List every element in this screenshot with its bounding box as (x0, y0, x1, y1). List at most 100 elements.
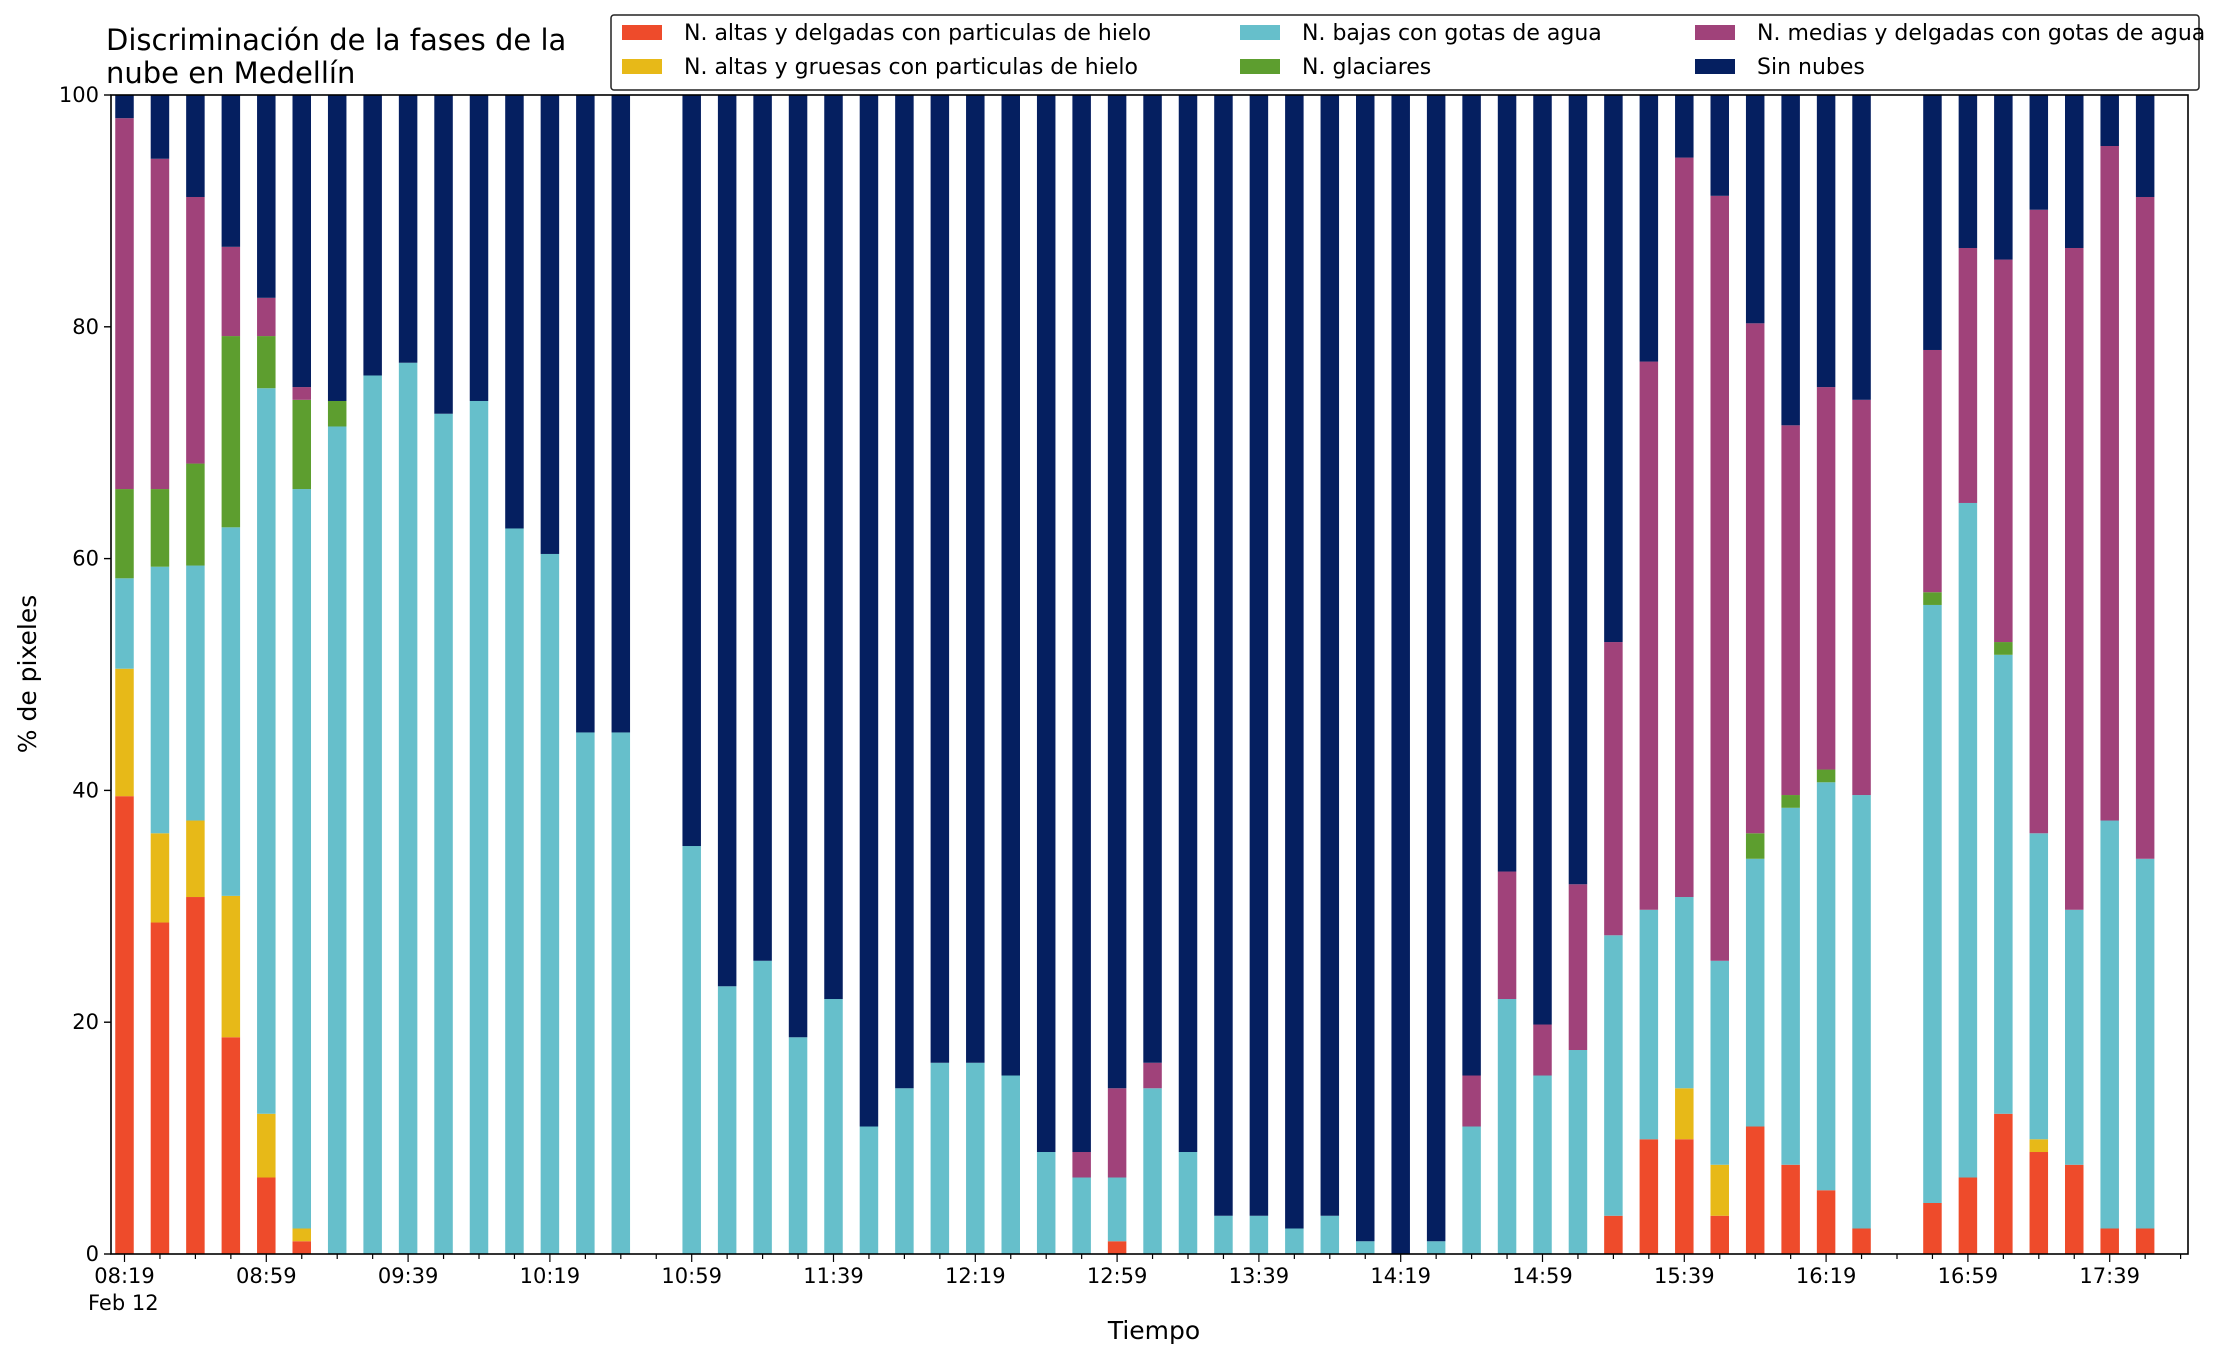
bar-segment-9-series-2 (434, 413, 453, 1255)
bar-segment-53-series-0 (1994, 1113, 2013, 1254)
x-tick-label: 08:19 (94, 1264, 155, 1288)
legend-frame (610, 14, 2200, 91)
bar-segment-5-series-5 (292, 95, 311, 388)
bar-segment-20-series-5 (824, 95, 843, 1000)
bar-segment-0-series-5 (115, 95, 134, 119)
bar-segment-5-series-0 (292, 1241, 311, 1254)
bar-segment-17-series-5 (717, 95, 737, 987)
bar-segment-26-series-2 (1036, 1152, 1056, 1254)
bar-segment-22-series-5 (895, 95, 914, 1089)
x-tick-label: 17:39 (2079, 1264, 2140, 1288)
bar-segment-30-series-5 (1178, 95, 1198, 1153)
bar-segment-16-series-5 (682, 95, 701, 847)
y-tick-label: 100 (59, 83, 99, 107)
bar-segment-8-series-5 (398, 95, 418, 363)
bar-segment-29-series-5 (1143, 95, 1162, 1063)
bar-segment-51-series-2 (1923, 604, 1942, 1203)
bar-segment-38-series-5 (1462, 95, 1481, 1076)
bar-segment-45-series-1 (1710, 1164, 1729, 1216)
x-tick-label: 16:59 (1938, 1264, 1999, 1288)
bar-segment-49-series-0 (1852, 1228, 1871, 1254)
bar-segment-32-series-2 (1249, 1215, 1269, 1254)
bar-segment-57-series-5 (2135, 95, 2155, 197)
bar-segment-53-series-2 (1994, 654, 2013, 1114)
chart-title-line-2: nube en Medellín (106, 56, 355, 90)
bar-segment-18-series-2 (753, 960, 772, 1254)
y-tick-label: 40 (72, 778, 99, 802)
bar-segment-36-series-5 (1391, 95, 1410, 1254)
bar-segment-1-series-2 (150, 566, 170, 834)
legend-swatch-0 (622, 25, 662, 40)
bar-segment-41-series-4 (1568, 884, 1588, 1051)
bar-segment-11-series-5 (505, 95, 524, 529)
bar-segment-0-series-0 (115, 796, 134, 1254)
bar-segment-51-series-0 (1923, 1203, 1942, 1254)
bar-segment-45-series-0 (1710, 1215, 1729, 1254)
bar-segment-57-series-0 (2135, 1228, 2155, 1254)
bar-segment-47-series-2 (1781, 807, 1800, 1165)
bar-segment-46-series-2 (1745, 858, 1765, 1127)
bar-segment-21-series-2 (859, 1126, 879, 1254)
bar-segment-55-series-2 (2065, 909, 2084, 1165)
bar-segment-28-series-5 (1107, 95, 1127, 1089)
bar-segment-46-series-5 (1745, 95, 1765, 324)
bar-segment-18-series-5 (753, 95, 772, 961)
bar-segment-54-series-1 (2029, 1139, 2049, 1153)
bar-segment-40-series-5 (1533, 95, 1552, 1025)
bar-segment-53-series-5 (1994, 95, 2013, 260)
bar-segment-31-series-2 (1214, 1215, 1233, 1254)
bar-segment-14-series-2 (611, 732, 631, 1254)
bar-segment-12-series-2 (540, 553, 560, 1254)
bar-segment-6-series-3 (327, 400, 347, 427)
bar-segment-19-series-2 (788, 1037, 808, 1254)
bars-layer (115, 95, 2155, 1255)
bar-segment-9-series-5 (434, 95, 453, 414)
bar-segment-26-series-5 (1036, 95, 1056, 1153)
bar-segment-37-series-2 (1426, 1241, 1446, 1254)
bar-segment-7-series-2 (363, 375, 382, 1255)
legend-swatch-5 (1695, 59, 1735, 74)
legend-label-5: Sin nubes (1757, 55, 1865, 80)
bar-segment-13-series-2 (576, 732, 595, 1254)
bar-segment-47-series-0 (1781, 1164, 1800, 1254)
bar-segment-40-series-2 (1533, 1075, 1552, 1254)
bar-segment-3-series-3 (221, 336, 241, 528)
bar-segment-57-series-4 (2135, 196, 2155, 859)
bar-segment-24-series-5 (966, 95, 985, 1063)
bar-segment-43-series-5 (1639, 95, 1659, 362)
x-tick-label: 11:39 (803, 1264, 864, 1288)
bar-segment-0-series-4 (115, 118, 134, 490)
legend: N. altas y delgadas con particulas de hi… (610, 14, 2205, 91)
bar-segment-17-series-2 (717, 986, 737, 1254)
bar-segment-48-series-2 (1816, 782, 1836, 1191)
bar-segment-8-series-2 (398, 362, 418, 1255)
bar-segment-31-series-5 (1214, 95, 1233, 1216)
bar-segment-1-series-1 (150, 833, 170, 923)
bar-segment-46-series-0 (1745, 1126, 1765, 1254)
x-tick-label: 08:59 (236, 1264, 297, 1288)
bar-segment-27-series-2 (1072, 1177, 1091, 1254)
bar-segment-38-series-4 (1462, 1075, 1481, 1127)
bar-segment-25-series-5 (1001, 95, 1020, 1076)
legend-swatch-2 (1240, 25, 1280, 40)
bar-segment-1-series-0 (150, 922, 170, 1254)
bar-segment-14-series-5 (611, 95, 631, 733)
bar-segment-47-series-4 (1781, 425, 1800, 796)
legend-label-3: N. glaciares (1302, 55, 1431, 80)
bar-segment-45-series-5 (1710, 95, 1729, 196)
bar-segment-2-series-3 (186, 463, 205, 566)
bar-segment-47-series-5 (1781, 95, 1800, 426)
bar-segment-28-series-0 (1107, 1241, 1127, 1254)
bar-segment-42-series-0 (1604, 1215, 1623, 1254)
y-tick-label: 0 (86, 1242, 99, 1266)
bar-segment-43-series-2 (1639, 909, 1659, 1140)
bar-segment-42-series-4 (1604, 642, 1623, 936)
legend-label-2: N. bajas con gotas de agua (1302, 21, 1602, 46)
bar-segment-3-series-2 (221, 527, 241, 896)
bar-segment-54-series-5 (2029, 95, 2049, 210)
bar-segment-53-series-3 (1994, 642, 2013, 655)
x-tick-label: 16:19 (1796, 1264, 1857, 1288)
bar-segment-35-series-5 (1356, 95, 1375, 1242)
bar-segment-1-series-5 (150, 95, 170, 159)
